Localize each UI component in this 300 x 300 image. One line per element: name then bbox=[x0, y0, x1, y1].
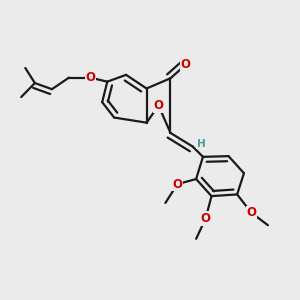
Text: H: H bbox=[197, 139, 206, 149]
Text: O: O bbox=[201, 212, 211, 225]
Text: O: O bbox=[172, 178, 182, 191]
Text: O: O bbox=[247, 206, 256, 219]
Text: O: O bbox=[154, 99, 164, 112]
Text: O: O bbox=[85, 71, 95, 84]
Text: O: O bbox=[181, 58, 191, 71]
